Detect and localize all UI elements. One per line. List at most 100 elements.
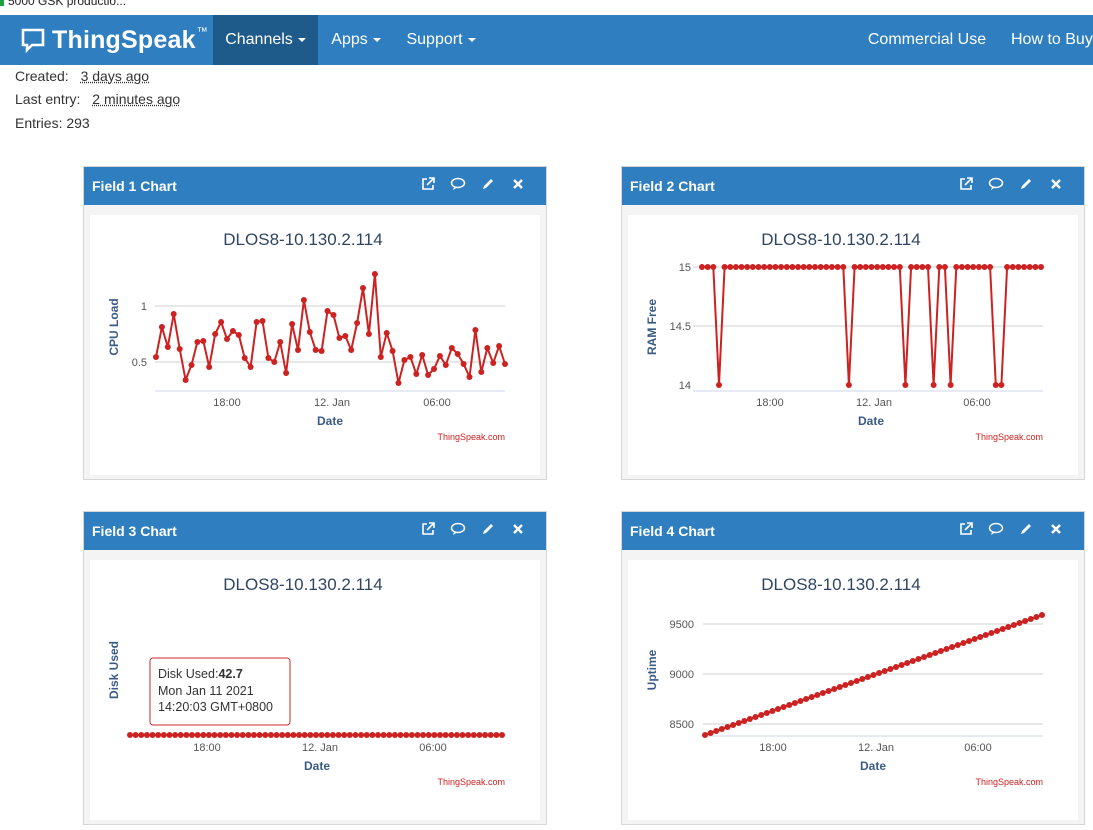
close-icon[interactable] — [510, 176, 526, 192]
data-point[interactable] — [200, 338, 207, 344]
data-point[interactable] — [925, 264, 931, 270]
data-point[interactable] — [251, 732, 257, 738]
data-point[interactable] — [987, 264, 994, 270]
data-point[interactable] — [803, 696, 810, 702]
data-point[interactable] — [414, 732, 421, 738]
data-point[interactable] — [182, 377, 189, 383]
data-point[interactable] — [817, 264, 824, 270]
data-point[interactable] — [724, 724, 731, 730]
data-point[interactable] — [472, 327, 479, 333]
data-point[interactable] — [273, 732, 280, 738]
data-point[interactable] — [138, 732, 145, 738]
chart-credit[interactable]: ThingSpeak.com — [437, 777, 505, 787]
data-point[interactable] — [998, 382, 1005, 388]
data-point[interactable] — [465, 732, 472, 738]
data-point[interactable] — [1015, 264, 1022, 270]
data-point[interactable] — [808, 694, 815, 700]
data-point[interactable] — [153, 354, 159, 360]
data-point[interactable] — [460, 361, 467, 367]
data-point[interactable] — [158, 324, 165, 330]
data-point[interactable] — [176, 346, 183, 352]
data-point[interactable] — [222, 732, 229, 738]
data-point[interactable] — [1039, 612, 1045, 618]
data-point[interactable] — [170, 311, 177, 317]
data-point[interactable] — [992, 382, 999, 388]
data-point[interactable] — [194, 339, 201, 345]
data-point[interactable] — [149, 732, 156, 738]
created-value[interactable]: 3 days ago — [80, 68, 150, 84]
external-link-icon[interactable] — [420, 176, 436, 192]
pencil-icon[interactable] — [1018, 521, 1034, 537]
data-point[interactable] — [425, 732, 432, 738]
data-point[interactable] — [752, 714, 759, 720]
data-point[interactable] — [295, 347, 301, 353]
data-point[interactable] — [307, 732, 314, 738]
data-point[interactable] — [1027, 616, 1034, 622]
data-point[interactable] — [862, 264, 869, 270]
data-point[interactable] — [870, 672, 877, 678]
data-point[interactable] — [211, 732, 218, 738]
data-point[interactable] — [454, 351, 461, 357]
external-link-icon[interactable] — [958, 521, 974, 537]
data-point[interactable] — [289, 321, 296, 327]
data-point[interactable] — [915, 656, 922, 662]
external-link-icon[interactable] — [420, 521, 436, 537]
data-point[interactable] — [256, 732, 263, 738]
data-point[interactable] — [358, 732, 365, 738]
data-point[interactable] — [800, 264, 807, 270]
data-point[interactable] — [819, 690, 826, 696]
data-point[interactable] — [896, 264, 903, 270]
data-point[interactable] — [348, 347, 355, 353]
data-point[interactable] — [848, 680, 854, 686]
data-point[interactable] — [277, 339, 284, 345]
data-point[interactable] — [876, 670, 883, 676]
data-point[interactable] — [259, 318, 266, 324]
data-point[interactable] — [490, 360, 497, 366]
data-point[interactable] — [212, 331, 219, 337]
data-point[interactable] — [496, 343, 503, 349]
data-point[interactable] — [891, 264, 898, 270]
data-point[interactable] — [183, 732, 190, 738]
data-point[interactable] — [279, 732, 286, 738]
data-point[interactable] — [313, 732, 319, 738]
data-point[interactable] — [487, 732, 494, 738]
data-point[interactable] — [970, 264, 977, 270]
data-point[interactable] — [964, 264, 971, 270]
data-point[interactable] — [247, 364, 254, 370]
data-point[interactable] — [363, 732, 370, 738]
data-point[interactable] — [842, 682, 849, 688]
data-point[interactable] — [825, 688, 832, 694]
nav-commercial-use-link[interactable]: Commercial Use — [867, 31, 987, 48]
data-point[interactable] — [1010, 622, 1017, 628]
data-point[interactable] — [380, 732, 387, 738]
data-point[interactable] — [1016, 620, 1023, 626]
data-point[interactable] — [354, 320, 361, 326]
data-point[interactable] — [431, 366, 437, 372]
data-point[interactable] — [1038, 264, 1044, 270]
chart-credit[interactable]: ThingSpeak.com — [437, 432, 505, 442]
data-point[interactable] — [857, 264, 864, 270]
data-point[interactable] — [318, 732, 325, 738]
comment-icon[interactable] — [450, 176, 466, 192]
pencil-icon[interactable] — [480, 521, 496, 537]
data-point[interactable] — [166, 732, 173, 738]
data-point[interactable] — [476, 732, 483, 738]
data-point[interactable] — [283, 370, 290, 376]
data-point[interactable] — [902, 382, 909, 388]
data-point[interactable] — [420, 732, 427, 738]
data-point[interactable] — [296, 732, 303, 738]
data-point[interactable] — [229, 328, 236, 334]
data-point[interactable] — [143, 732, 150, 738]
data-point[interactable] — [999, 626, 1006, 632]
data-point[interactable] — [851, 264, 858, 270]
data-point[interactable] — [1032, 264, 1039, 270]
data-point[interactable] — [336, 335, 343, 341]
data-point[interactable] — [930, 382, 937, 388]
data-point[interactable] — [341, 732, 348, 738]
data-point[interactable] — [744, 264, 751, 270]
data-point[interactable] — [881, 668, 888, 674]
data-point[interactable] — [224, 336, 230, 342]
data-point[interactable] — [953, 264, 960, 270]
data-point[interactable] — [459, 732, 466, 738]
data-point[interactable] — [205, 732, 212, 738]
